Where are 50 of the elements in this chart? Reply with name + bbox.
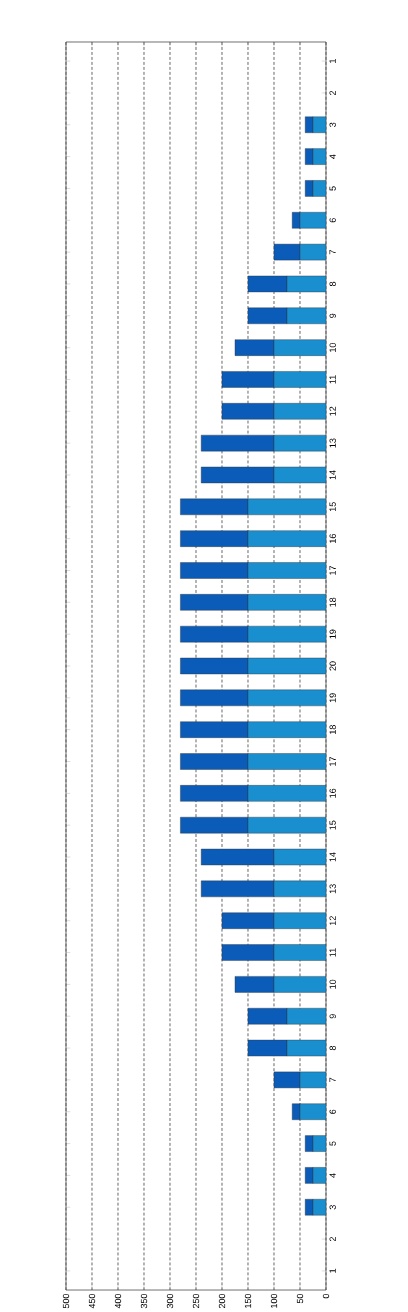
y-tick-label: 16: [329, 788, 336, 798]
y-tick-label: 15: [329, 820, 336, 830]
y-tick-label: 1: [329, 59, 336, 63]
y-tick-label: 5: [329, 1141, 336, 1146]
y-tick-label: 13: [329, 884, 336, 894]
y-tick-label: 16: [329, 534, 336, 543]
x-tick-label: 400: [114, 1293, 122, 1309]
y-tick-label: 12: [329, 406, 336, 416]
y-tick-label: 14: [329, 470, 336, 480]
x-tick-label: 450: [88, 1293, 96, 1309]
y-tick-label: 17: [329, 565, 336, 575]
y-tick-label: 13: [329, 438, 336, 448]
y-tick-label: 3: [329, 122, 336, 127]
y-tick-label: 5: [329, 186, 336, 191]
y-tick-label: 9: [329, 1014, 336, 1019]
y-tick-label: 2: [329, 1237, 336, 1242]
y-tick-label: 20: [329, 661, 336, 671]
y-tick-label: 18: [329, 597, 336, 607]
y-tick-label: 7: [329, 250, 336, 255]
x-tick-label: 150: [244, 1293, 252, 1308]
y-tick-label: 1: [329, 1268, 336, 1273]
x-tick-label: 0: [322, 1293, 330, 1299]
y-tick-label: 8: [329, 1045, 336, 1051]
x-tick-label: 300: [166, 1293, 174, 1309]
y-tick-label: 9: [329, 313, 336, 318]
y-tick-label: 10: [329, 979, 336, 989]
y-tick-label: 4: [329, 154, 336, 159]
y-tick-label: 8: [329, 281, 336, 287]
x-tick-label: 100: [270, 1293, 278, 1308]
y-tick-label: 12: [329, 916, 336, 925]
y-tick-label: 10: [329, 342, 336, 352]
y-tick-label: 11: [329, 948, 336, 957]
y-tick-label: 17: [329, 756, 336, 766]
y-tick-label: 7: [329, 1077, 336, 1082]
y-tick-label: 14: [329, 852, 336, 862]
x-tick-label: 250: [192, 1293, 200, 1309]
x-tick-label: 500: [62, 1293, 70, 1309]
y-tick-label: 18: [329, 725, 336, 734]
y-tick-label: 11: [329, 375, 336, 384]
y-tick-label: 2: [329, 90, 336, 95]
y-tick-label: 6: [329, 1109, 336, 1114]
y-tick-label: 19: [329, 693, 336, 703]
y-tick-label: 6: [329, 218, 336, 223]
y-tick-label: 19: [329, 629, 336, 639]
y-tick-label: 4: [329, 1173, 336, 1178]
x-tick-label: 50: [296, 1293, 304, 1304]
y-tick-label: 15: [329, 502, 336, 512]
x-tick-label: 200: [218, 1293, 226, 1309]
x-tick-label: 350: [140, 1293, 148, 1309]
y-tick-label: 3: [329, 1205, 336, 1210]
